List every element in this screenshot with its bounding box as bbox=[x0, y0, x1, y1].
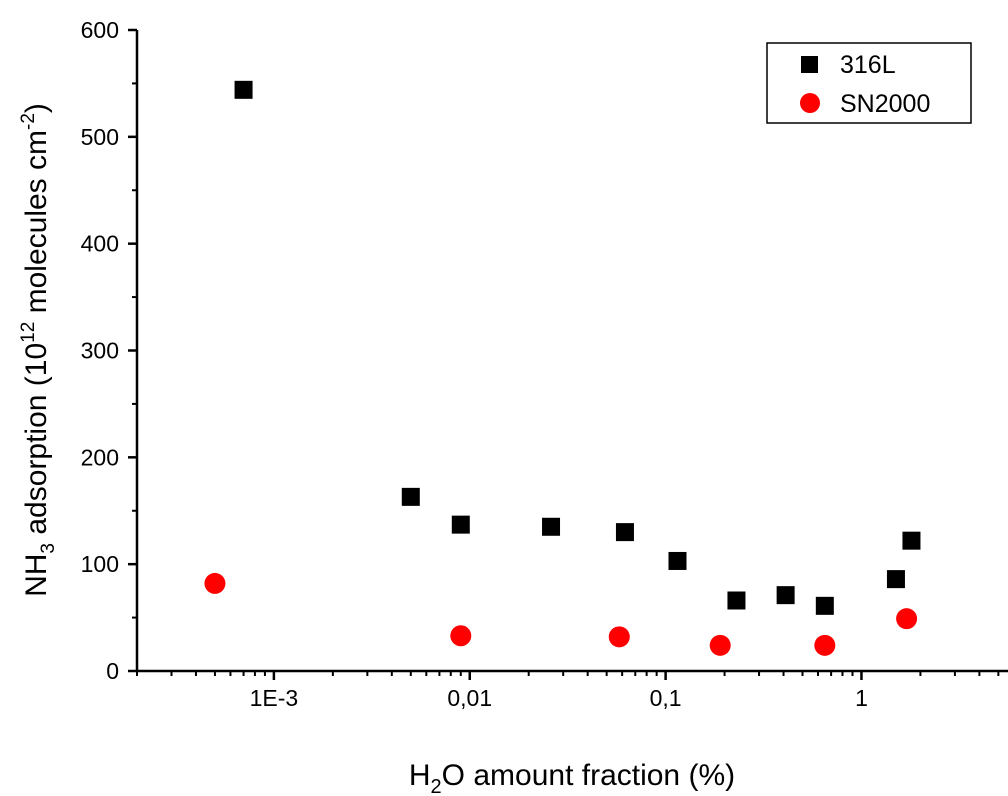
legend: 316L SN2000 bbox=[766, 42, 972, 124]
series-sn2000 bbox=[204, 572, 918, 656]
x-tick-label: 0,01 bbox=[447, 685, 492, 711]
legend-label-316l: 316L bbox=[840, 51, 896, 79]
y-axis-title-main-a: NH bbox=[20, 554, 53, 597]
legend-label-sn2000: SN2000 bbox=[840, 90, 930, 118]
data-point-316l bbox=[615, 523, 634, 542]
data-point-sn2000 bbox=[450, 625, 472, 647]
x-tick-label: 1E-3 bbox=[250, 685, 299, 711]
y-tick-label: 0 bbox=[106, 658, 119, 684]
y-tick-label: 400 bbox=[81, 231, 119, 257]
data-point-316l bbox=[902, 531, 921, 550]
data-point-316l bbox=[451, 515, 470, 534]
y-tick-label: 600 bbox=[81, 17, 119, 43]
y-axis-title-main-b: adsorption (10 bbox=[20, 343, 53, 543]
x-axis-title: H2O amount fraction (%) bbox=[409, 759, 735, 796]
y-tick-label: 500 bbox=[81, 124, 119, 150]
data-point-316l bbox=[815, 596, 834, 615]
x-axis-title-subscript: 2 bbox=[431, 776, 442, 796]
data-point-sn2000 bbox=[608, 626, 630, 648]
x-tick-label: 0,1 bbox=[650, 685, 682, 711]
data-point-316l bbox=[776, 586, 795, 605]
y-axis-title-subscript: 3 bbox=[38, 543, 59, 554]
data-point-sn2000 bbox=[896, 608, 918, 630]
y-axis-ticks: 0 100 200 300 400 500 600 bbox=[81, 17, 137, 684]
x-axis-title-main-b: O amount fraction (%) bbox=[442, 759, 735, 792]
x-tick-label: 1 bbox=[855, 685, 868, 711]
y-tick-label: 100 bbox=[81, 551, 119, 577]
y-tick-label: 200 bbox=[81, 444, 119, 470]
data-point-sn2000 bbox=[814, 634, 836, 656]
y-tick-label: 300 bbox=[81, 338, 119, 364]
legend-marker-316l bbox=[801, 56, 818, 73]
y-axis-title-superscript: 12 bbox=[18, 322, 39, 343]
data-point-316l bbox=[234, 80, 253, 99]
data-point-316l bbox=[668, 551, 687, 570]
data-point-316l bbox=[401, 487, 420, 506]
data-point-sn2000 bbox=[204, 572, 226, 594]
x-axis-ticks: 1E-3 0,01 0,1 1 bbox=[136, 671, 1000, 711]
legend-marker-sn2000 bbox=[800, 93, 820, 113]
data-point-316l bbox=[542, 517, 561, 536]
series-316l bbox=[234, 80, 921, 615]
x-axis-title-main-a: H bbox=[409, 759, 431, 792]
y-axis-title-main-d: ) bbox=[20, 103, 53, 113]
data-point-sn2000 bbox=[709, 634, 731, 656]
data-point-316l bbox=[727, 591, 746, 610]
plot-frame bbox=[135, 30, 1008, 673]
y-axis-title-superscript-2: -2 bbox=[18, 113, 39, 130]
data-point-316l bbox=[886, 570, 905, 589]
y-axis-title-main-c: molecules cm bbox=[20, 130, 53, 322]
y-axis-title: NH3 adsorption (1012 molecules cm-2) bbox=[18, 103, 59, 597]
series-layer bbox=[204, 80, 921, 656]
